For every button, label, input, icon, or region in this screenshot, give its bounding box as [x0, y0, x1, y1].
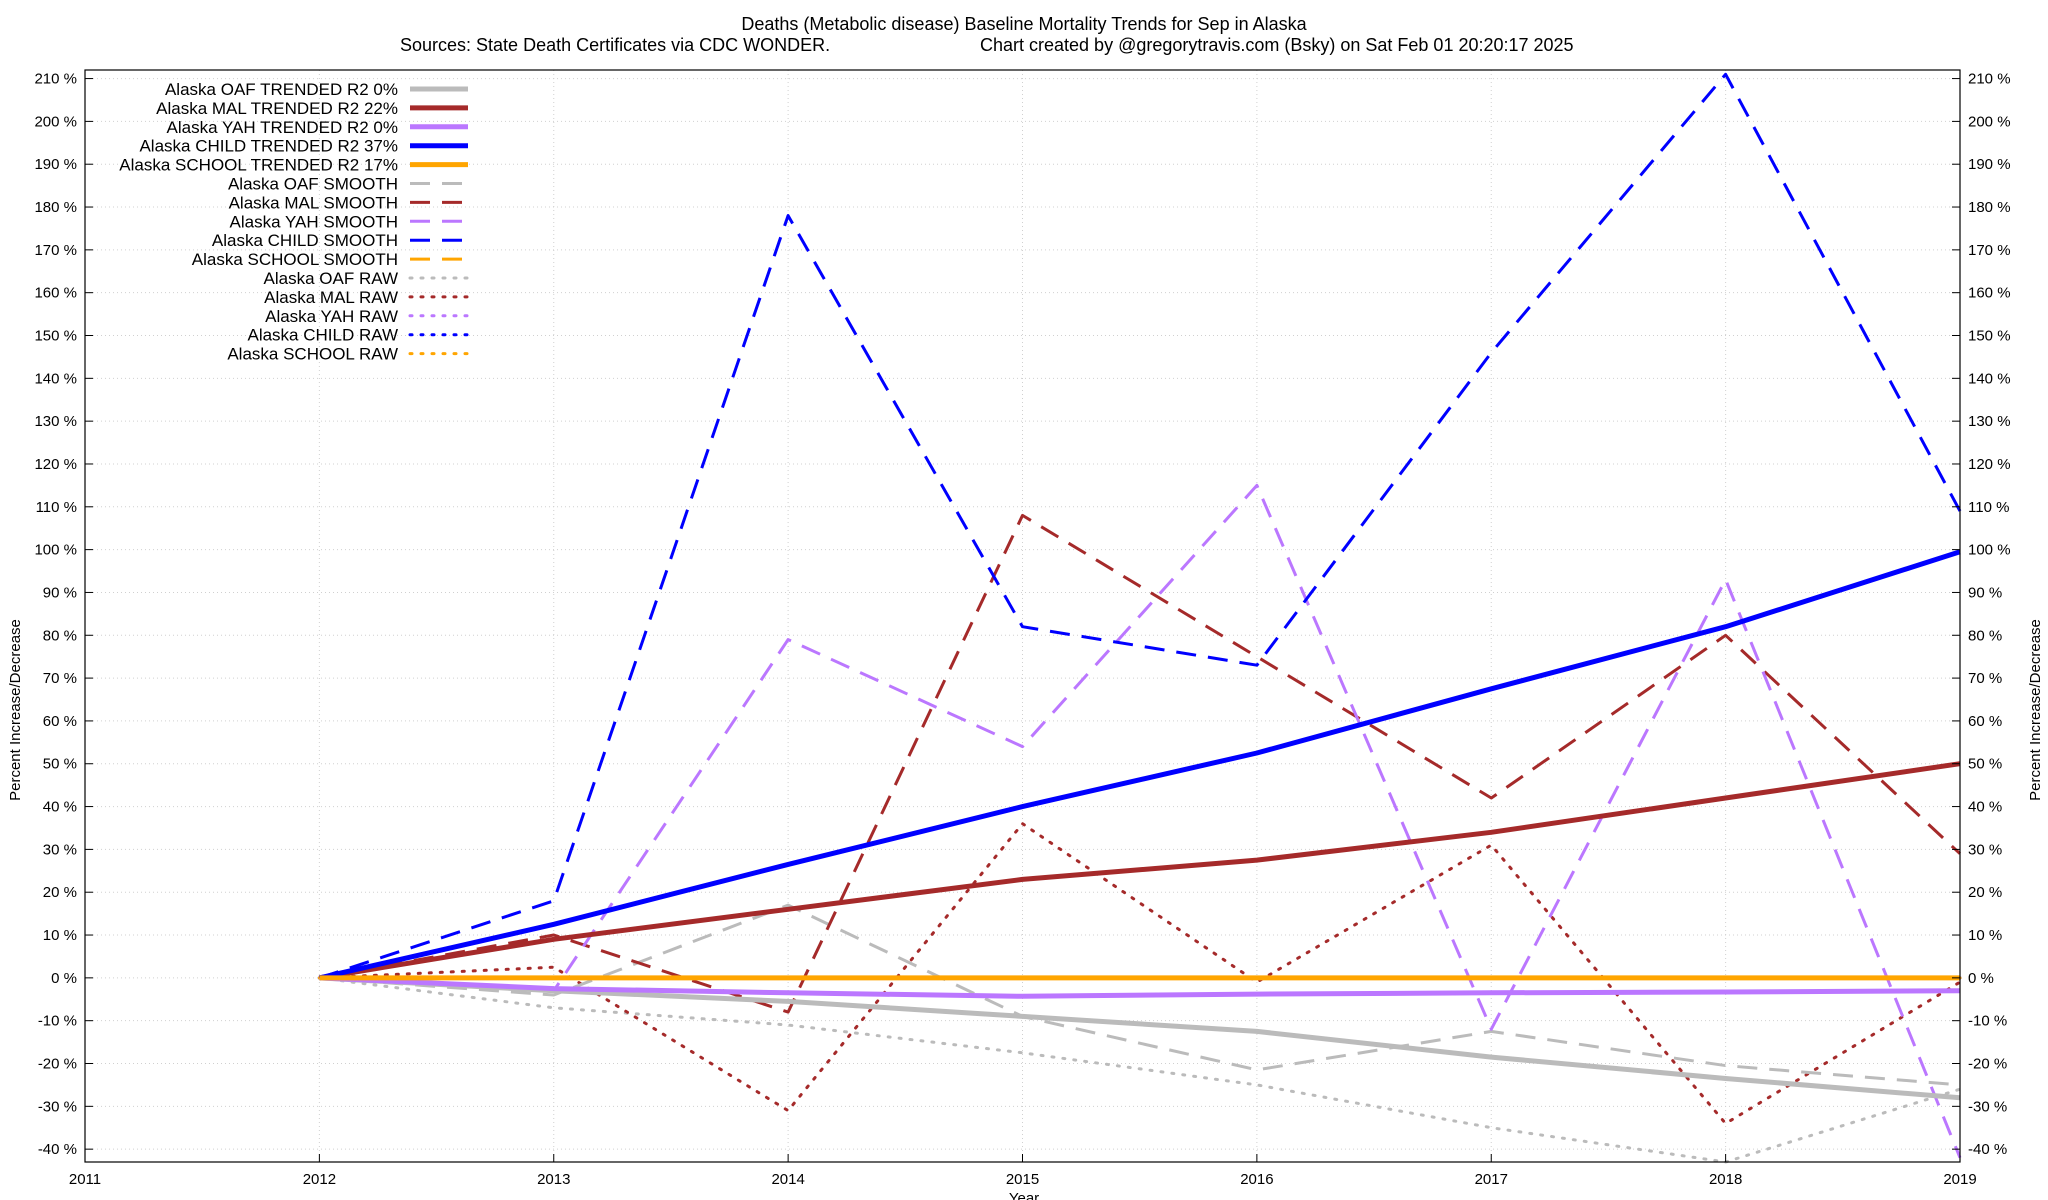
- legend-label: Alaska SCHOOL TRENDED R2 17%: [119, 156, 398, 175]
- legend-label: Alaska CHILD TRENDED R2 37%: [139, 137, 398, 156]
- axis-layer: -40 % -40 % -30 % -30 % -20 % -20 % -10 % -10 %…: [34, 71, 2010, 1188]
- series-line-alaska-yah-trended-r2-0: [319, 975, 1961, 999]
- chart-subtitle-sources: Sources: State Death Certificates via CD…: [400, 35, 830, 55]
- y-tick-label-right: 160 %: [1968, 285, 2011, 302]
- x-tick-label: 2014: [771, 1171, 804, 1188]
- y-tick-label-right: 130 %: [1968, 413, 2011, 430]
- legend-label: Alaska SCHOOL RAW: [227, 345, 398, 364]
- y-tick-label-right: -20 %: [1968, 1056, 2007, 1073]
- y-tick-label-left: 30 %: [43, 841, 77, 858]
- y-tick-label-right: 100 %: [1968, 542, 2011, 559]
- y-tick-label-right: -30 %: [1968, 1098, 2007, 1115]
- x-tick-label: 2015: [1006, 1171, 1039, 1188]
- y-tick-label-right: 90 %: [1968, 584, 2002, 601]
- y-tick-label-left: 150 %: [34, 328, 77, 345]
- y-tick-label-left: -20 %: [38, 1056, 77, 1073]
- y-tick-label-left: 140 %: [34, 370, 77, 387]
- y-tick-label-right: 210 %: [1968, 71, 2011, 88]
- y-tick-label-right: 140 %: [1968, 370, 2011, 387]
- series-line-alaska-child-smooth: [318, 72, 1962, 980]
- y-tick-label-right: 30 %: [1968, 841, 2002, 858]
- x-tick-label: 2016: [1240, 1171, 1273, 1188]
- y-tick-label-left: 0 %: [51, 970, 77, 987]
- legend-label: Alaska YAH RAW: [265, 307, 398, 326]
- series-line-alaska-mal-smooth: [319, 513, 1962, 1014]
- y-tick-label-left: 20 %: [43, 884, 77, 901]
- y-tick-label-right: 60 %: [1968, 713, 2002, 730]
- y-tick-label-left: 60 %: [43, 713, 77, 730]
- legend-label: Alaska MAL RAW: [264, 288, 398, 307]
- legend: Alaska OAF TRENDED R2 0%Alaska MAL TREND…: [119, 80, 470, 364]
- series-line-alaska-child-trended-r2-37: [318, 549, 1961, 981]
- y-tick-label-left: 200 %: [34, 113, 77, 130]
- y-tick-label-left: 90 %: [43, 584, 77, 601]
- y-tick-label-left: 210 %: [34, 71, 77, 88]
- x-tick-label: 2013: [537, 1171, 570, 1188]
- y-tick-label-right: 150 %: [1968, 328, 2011, 345]
- y-tick-label-left: -30 %: [38, 1098, 77, 1115]
- x-tick-label: 2017: [1475, 1171, 1508, 1188]
- legend-label: Alaska CHILD SMOOTH: [212, 231, 398, 250]
- series-line-alaska-oaf-trended-r2-0: [319, 975, 1961, 1101]
- x-tick-label: 2012: [303, 1171, 336, 1188]
- y-tick-label-right: 70 %: [1968, 670, 2002, 687]
- y-tick-label-right: 120 %: [1968, 456, 2011, 473]
- y-tick-label-left: 10 %: [43, 927, 77, 944]
- legend-label: Alaska YAH TRENDED R2 0%: [167, 118, 398, 137]
- chart-subtitle-credit: Chart created by @gregorytravis.com (Bsk…: [980, 35, 1574, 55]
- legend-label: Alaska OAF RAW: [264, 269, 398, 288]
- y-tick-label-right: 10 %: [1968, 927, 2002, 944]
- y-tick-label-left: 130 %: [34, 413, 77, 430]
- y-tick-label-left: 190 %: [34, 156, 77, 173]
- y-tick-label-left: -10 %: [38, 1013, 77, 1030]
- y-tick-label-left: 120 %: [34, 456, 77, 473]
- y-tick-label-right: 40 %: [1968, 799, 2002, 816]
- legend-label: Alaska MAL TRENDED R2 22%: [156, 99, 398, 118]
- y-tick-label-left: 170 %: [34, 242, 77, 259]
- series-line-alaska-oaf-raw: [317, 976, 1962, 1164]
- y-tick-label-left: 80 %: [43, 627, 77, 644]
- y-tick-label-right: 180 %: [1968, 199, 2011, 216]
- y-tick-label-left: 110 %: [36, 499, 77, 516]
- y-tick-label-left: 160 %: [34, 285, 77, 302]
- y-axis-title-right: Percent Increase/Decrease: [2027, 619, 2044, 801]
- y-tick-label-right: 20 %: [1968, 884, 2002, 901]
- y-tick-label-left: 50 %: [43, 756, 77, 773]
- y-tick-label-left: 100 %: [34, 542, 77, 559]
- y-tick-label-right: -10 %: [1968, 1013, 2007, 1030]
- y-tick-label-left: 70 %: [43, 670, 77, 687]
- y-tick-label-right: 50 %: [1968, 756, 2002, 773]
- x-axis-title: Year: [1009, 1190, 1039, 1200]
- y-tick-label-left: 180 %: [34, 199, 77, 216]
- y-tick-label-right: -40 %: [1968, 1141, 2007, 1158]
- x-tick-label: 2019: [1943, 1171, 1976, 1188]
- legend-label: Alaska YAH SMOOTH: [230, 212, 398, 231]
- legend-label: Alaska OAF TRENDED R2 0%: [165, 80, 398, 99]
- x-tick-label: 2018: [1709, 1171, 1742, 1188]
- y-tick-label-right: 80 %: [1968, 627, 2002, 644]
- chart-title: Deaths (Metabolic disease) Baseline Mort…: [741, 14, 1307, 34]
- series-layer: [317, 72, 1962, 1164]
- y-tick-label-right: 0 %: [1968, 970, 1994, 987]
- legend-label: Alaska SCHOOL SMOOTH: [192, 250, 398, 269]
- y-tick-label-right: 110 %: [1968, 499, 2009, 516]
- y-axis-title-left: Percent Increase/Decrease: [7, 619, 24, 801]
- legend-label: Alaska CHILD RAW: [247, 326, 398, 345]
- x-tick-label: 2011: [69, 1171, 101, 1188]
- y-tick-label-left: -40 %: [38, 1141, 77, 1158]
- series-line-alaska-oaf-smooth: [319, 903, 1961, 1087]
- y-tick-label-right: 200 %: [1968, 113, 2011, 130]
- y-tick-label-left: 40 %: [43, 799, 77, 816]
- y-tick-label-right: 190 %: [1968, 156, 2011, 173]
- series-line-alaska-mal-trended-r2-22: [318, 761, 1961, 981]
- legend-label: Alaska OAF SMOOTH: [228, 175, 398, 194]
- y-tick-label-right: 170 %: [1968, 242, 2011, 259]
- legend-label: Alaska MAL SMOOTH: [229, 193, 398, 212]
